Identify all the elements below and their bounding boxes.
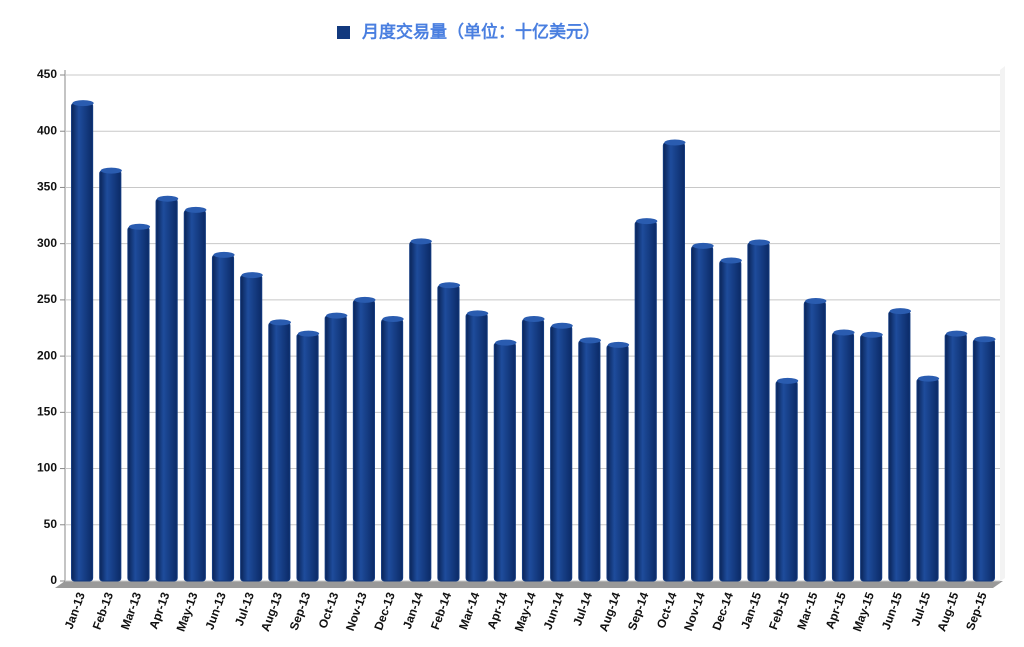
bar <box>775 380 798 582</box>
plot-floor <box>55 581 1003 588</box>
bar-cap <box>410 238 432 245</box>
bar-cap <box>128 223 151 230</box>
bar <box>437 284 460 582</box>
bar <box>465 312 488 582</box>
bar-cap <box>636 218 658 225</box>
bar <box>747 242 770 582</box>
bar <box>831 331 855 582</box>
y-tick-label: 450 <box>37 67 57 81</box>
bar-cap <box>326 312 348 319</box>
bar <box>803 300 826 582</box>
bar-cap <box>777 377 799 384</box>
bar <box>634 220 657 582</box>
bar-cap <box>889 308 911 315</box>
bar <box>71 102 94 582</box>
bar <box>888 310 911 582</box>
bar <box>155 198 178 582</box>
bar <box>578 339 601 582</box>
bar-cap <box>664 139 686 146</box>
bar-cap <box>382 316 404 323</box>
bar-cap <box>805 298 827 305</box>
y-tick-label: 150 <box>37 405 57 419</box>
bar <box>493 342 516 582</box>
bar-cap <box>551 322 573 329</box>
legend-swatch <box>337 26 350 39</box>
bar-cap <box>185 206 207 213</box>
bar <box>211 254 235 582</box>
bar <box>409 240 432 582</box>
y-tick-label: 300 <box>37 236 57 250</box>
bar <box>268 321 291 582</box>
bar <box>972 338 995 582</box>
bar-cap <box>692 242 714 249</box>
bar <box>606 344 629 582</box>
bar-cap <box>157 195 179 202</box>
y-tick-label: 400 <box>37 123 57 137</box>
bar-cap <box>579 337 601 344</box>
bar-cap <box>720 257 742 264</box>
bar-cap <box>523 316 545 323</box>
bar-cap <box>495 339 517 346</box>
legend-label: 月度交易量（单位：十亿美元） <box>361 21 600 41</box>
bar <box>352 299 375 582</box>
y-tick-label: 200 <box>37 348 57 362</box>
bar <box>944 333 967 582</box>
bar <box>719 260 742 582</box>
bar-cap <box>72 100 94 107</box>
bar <box>860 334 883 582</box>
bar-cap <box>354 296 376 303</box>
y-tick-label: 0 <box>50 573 57 587</box>
y-tick-label: 250 <box>37 292 57 306</box>
bar <box>240 274 263 582</box>
bar <box>662 141 685 582</box>
bar-cap <box>861 331 883 338</box>
bar-cap <box>269 319 291 326</box>
bar-cap <box>241 272 263 279</box>
bar-cap <box>946 330 968 337</box>
bar-cap <box>467 310 489 317</box>
bar-cap <box>297 330 320 337</box>
bar <box>296 333 319 582</box>
y-tick-label: 100 <box>37 461 57 475</box>
bar <box>127 226 150 582</box>
bar <box>521 318 545 582</box>
bar <box>324 315 347 582</box>
bar <box>381 318 404 582</box>
bar-cap <box>833 329 855 336</box>
bar-cap <box>607 341 630 348</box>
bar <box>691 245 714 582</box>
y-tick-label: 50 <box>44 517 58 531</box>
bar-cap <box>974 336 996 343</box>
bar-cap <box>917 375 940 382</box>
y-tick-label: 350 <box>37 180 57 194</box>
bar-cap <box>213 251 235 258</box>
bar-cap <box>748 239 771 246</box>
bar <box>550 325 573 582</box>
bar <box>183 209 206 582</box>
bar-cap <box>100 167 122 174</box>
bar-cap <box>438 282 461 289</box>
bar <box>916 378 939 582</box>
bar <box>99 170 122 582</box>
